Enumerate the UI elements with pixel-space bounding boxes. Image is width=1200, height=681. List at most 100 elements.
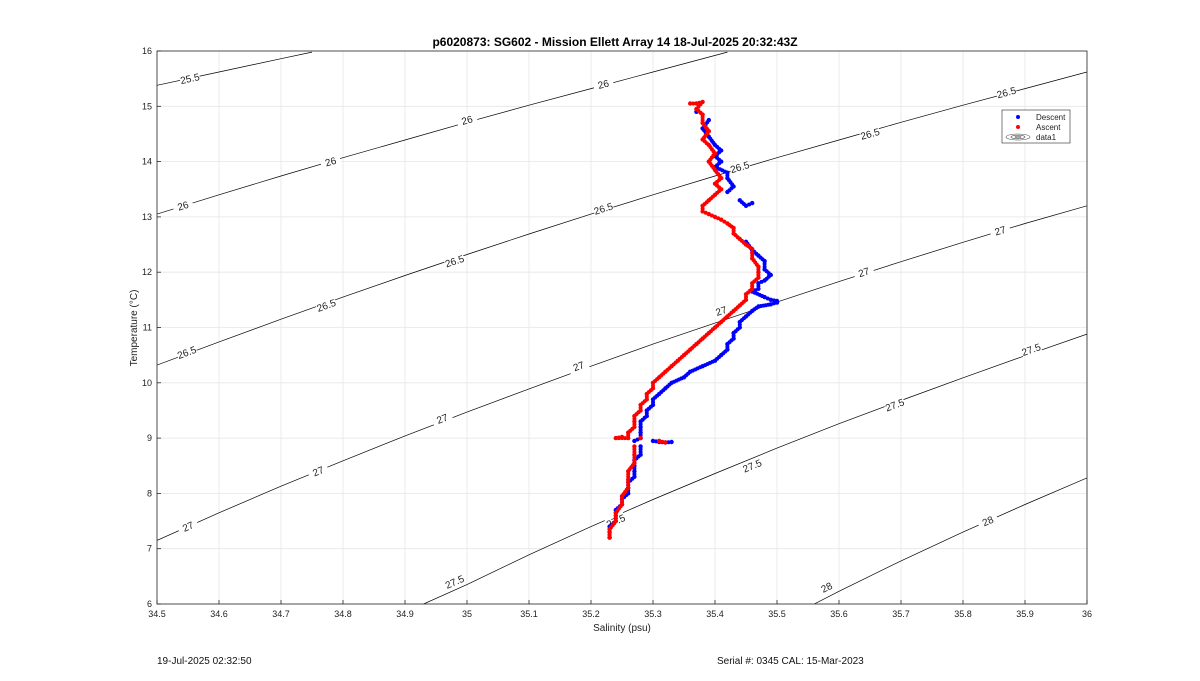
x-tick-label: 34.5: [148, 609, 166, 619]
ascent-point: [650, 380, 656, 385]
x-tick-label: 34.6: [210, 609, 228, 619]
contour-label: 27: [709, 302, 733, 319]
descent-point: [762, 258, 767, 264]
contour-label: 26.5: [858, 125, 882, 143]
data-series: [607, 99, 780, 540]
contour-label: 26: [171, 197, 195, 214]
ascent-point: [700, 209, 705, 214]
contour-label-text: 27: [311, 465, 326, 480]
contour-label: 25.5: [178, 70, 201, 87]
descent-point: [762, 278, 767, 283]
ascent-point: [632, 419, 637, 424]
contour-label: 27: [852, 263, 875, 280]
contour-label-bg: [709, 302, 733, 319]
y-tick-label: 7: [147, 544, 152, 554]
contour-label-text: 28: [981, 514, 996, 529]
x-tick-label: 35.9: [1016, 609, 1034, 619]
contour-label: 26.5: [728, 158, 751, 176]
legend-label-descent: Descent: [1036, 113, 1066, 122]
y-tick-label: 14: [142, 157, 152, 167]
y-tick-label: 15: [142, 101, 152, 111]
contour-label-text: 27: [181, 520, 196, 535]
ascent-point: [694, 101, 699, 106]
descent-point: [743, 203, 749, 208]
y-tick-label: 9: [147, 433, 152, 443]
contour-label-text: 26.5: [444, 254, 466, 271]
descent-point: [638, 424, 643, 430]
legend: Descent Ascent data1: [1001, 109, 1071, 144]
contour-label: 27.5: [1019, 340, 1043, 359]
ascent-point: [638, 435, 643, 441]
contour-label-text: 26: [597, 78, 611, 92]
contour-label: 27: [430, 409, 454, 427]
contour-label-bg: [175, 343, 198, 361]
footer-serial: Serial #: 0345 CAL: 15-Mar-2023: [717, 656, 864, 667]
x-tick-label: 35: [462, 609, 472, 619]
descent-point: [774, 300, 780, 305]
ascent-point: [613, 435, 618, 441]
y-tick-label: 11: [143, 323, 152, 333]
contour-label: 27: [567, 357, 590, 375]
contour-label: 26.5: [175, 343, 199, 362]
ascent-point: [613, 513, 618, 518]
contour-label-text: 27.5: [884, 397, 906, 414]
descent-point: [762, 261, 767, 266]
x-tick-label: 35.6: [830, 609, 848, 619]
contour-label-text: 26.5: [316, 298, 338, 315]
descent-point: [650, 397, 656, 402]
ascent-point: [756, 270, 761, 275]
density-contours: 25.5 26 26 26 26 26.5 26.5 26.5 26.5 26.5 26.5 26.5…: [157, 51, 1087, 604]
contour-label-text: 27: [572, 360, 587, 374]
contour-label-text: 26.5: [176, 345, 198, 362]
ascent-point: [657, 438, 662, 444]
contour-label-bg: [995, 84, 1018, 100]
descent-point: [768, 297, 773, 302]
ascent-point: [607, 530, 612, 535]
ascent-point: [626, 480, 631, 485]
descent-point: [725, 341, 730, 347]
ascent-point: [719, 217, 724, 222]
contour-label-bg: [883, 395, 906, 414]
contour-label-bg: [858, 125, 881, 142]
ascent-point: [626, 472, 631, 476]
contour-label-bg: [455, 111, 478, 128]
contour-label-text: 26.5: [859, 127, 881, 143]
descent-point: [750, 200, 755, 206]
contour-label: 28: [976, 511, 999, 530]
contour-label-text: 26.5: [729, 160, 751, 176]
legend-marker-ascent: [1016, 125, 1020, 129]
ascent-point: [750, 250, 755, 255]
x-tick-label: 35.1: [520, 609, 538, 619]
contour-label-text: 27.5: [1021, 342, 1043, 359]
descent-point: [725, 189, 730, 195]
contour-label-text: 27: [857, 266, 871, 280]
contour-label: 27: [988, 222, 1012, 239]
legend-label-ascent: Ascent: [1036, 123, 1061, 132]
ascent-point: [663, 440, 668, 445]
descent-point: [638, 419, 643, 424]
legend-marker-data1: [1005, 133, 1031, 141]
legend-box: [1001, 109, 1071, 144]
y-tick-label: 6: [147, 599, 152, 609]
contour-label-bg: [443, 572, 466, 591]
contour-label-text: 26: [176, 200, 190, 214]
contour-label-bg: [814, 577, 838, 597]
contour-label-text: 28: [820, 581, 835, 596]
ascent-point: [607, 535, 612, 540]
descent-point: [731, 330, 736, 336]
contour-label-bg: [592, 75, 615, 92]
contour-label: 26.5: [995, 84, 1018, 101]
ascent-point: [743, 292, 749, 297]
y-axis-label: Temperature (°C): [129, 290, 140, 367]
contour-line-26-5: [157, 71, 1087, 366]
contour-line-27: [157, 205, 1087, 541]
contour-label-text: 26.5: [593, 201, 615, 217]
ascent-point: [626, 435, 631, 441]
contour-label-text: 27.5: [444, 574, 467, 592]
contour-label: 27: [306, 461, 330, 480]
ascent-point: [607, 527, 612, 532]
ascent-point: [632, 452, 637, 457]
contour-label: 27.5: [883, 395, 907, 414]
contour-label-text: 27: [714, 305, 728, 319]
x-ticks: 34.5 34.6 34.7 34.8 34.9 35 35.1 35.2 35.3 35.4 35…: [148, 600, 1092, 619]
